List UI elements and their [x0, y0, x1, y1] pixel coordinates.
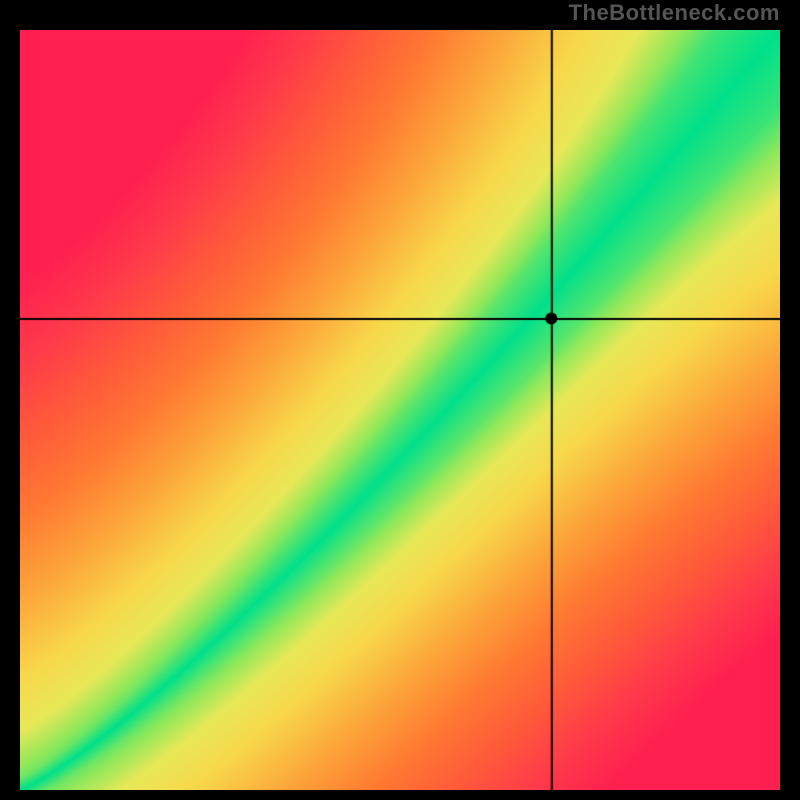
chart-wrapper: TheBottleneck.com: [0, 0, 800, 800]
heatmap-canvas: [20, 30, 780, 790]
watermark-text: TheBottleneck.com: [569, 0, 780, 26]
heatmap-container: [20, 30, 780, 790]
